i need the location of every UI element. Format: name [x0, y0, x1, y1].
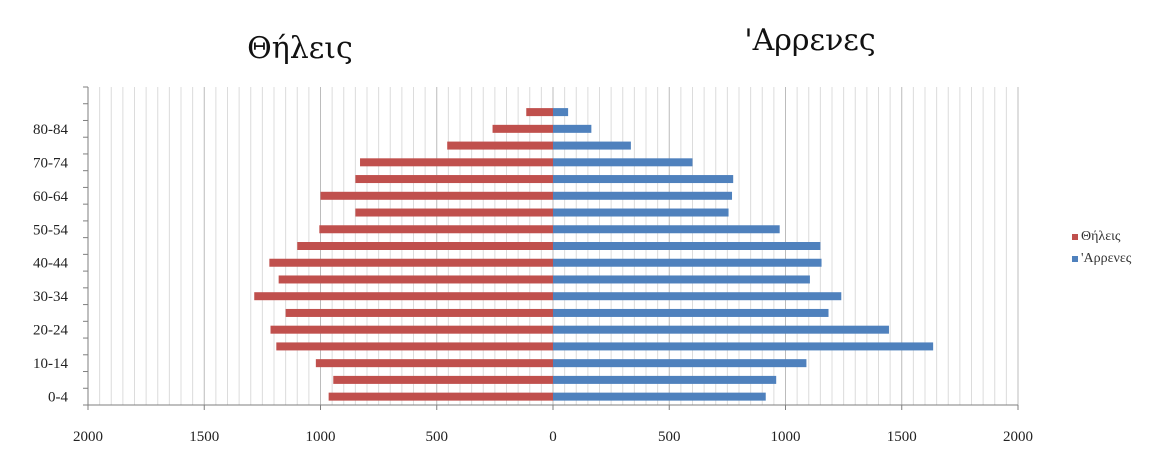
bar-female-55-59	[355, 208, 553, 217]
bar-female-0-4	[328, 392, 553, 401]
y-tick-label: 50-54	[33, 222, 68, 238]
y-tick-label: 30-34	[33, 289, 68, 305]
bar-male-85-89	[553, 108, 569, 117]
bar-female-50-54	[319, 225, 553, 234]
legend-swatch	[1072, 256, 1078, 262]
y-tick-label: 60-64	[33, 189, 68, 205]
bar-female-75-79	[447, 141, 553, 150]
bar-male-35-39	[553, 275, 810, 284]
bar-male-30-34	[553, 292, 842, 301]
x-tick-label: 500	[658, 429, 681, 445]
y-tick-label: 80-84	[33, 122, 68, 138]
heading-male: 'Αρρενες	[744, 23, 875, 58]
bar-male-55-59	[553, 208, 729, 217]
legend: Θήλεις 'Αρρενες	[1072, 229, 1132, 266]
bar-female-20-24	[270, 325, 553, 334]
bar-male-40-44	[553, 258, 822, 267]
y-tick-label: 70-74	[33, 155, 68, 171]
bar-female-85-89	[526, 108, 553, 117]
heading-female: Θήλεις	[247, 31, 353, 66]
legend-swatch	[1072, 234, 1078, 240]
bar-male-25-29	[553, 308, 829, 317]
y-tick-label: 40-44	[33, 256, 68, 272]
x-tick-label: 1500	[189, 429, 219, 445]
bar-female-5-9	[333, 375, 553, 384]
y-tick-label: 10-14	[33, 356, 68, 372]
x-tick-label: 500	[426, 429, 449, 445]
axes: 0-4 10-14 20-24 30-34 40-44 50-54 60-64 70-74 80…	[33, 86, 1033, 445]
bar-male-45-49	[553, 242, 821, 250]
bar-female-10-14	[315, 359, 553, 368]
bar-female-30-34	[254, 292, 554, 301]
bar-male-70-74	[553, 158, 693, 167]
legend-label: Θήλεις	[1081, 229, 1121, 244]
bar-female-25-29	[285, 308, 553, 317]
x-tick-label: 2000	[1003, 429, 1033, 445]
x-tick-label: 2000	[73, 429, 103, 445]
x-tick-label: 1000	[771, 429, 801, 445]
bars	[254, 108, 934, 401]
bar-male-60-64	[553, 191, 733, 200]
x-tick-label: 1000	[306, 429, 336, 445]
bar-male-10-14	[553, 359, 807, 368]
bar-female-70-74	[360, 158, 553, 167]
bar-male-50-54	[553, 225, 780, 234]
bar-female-60-64	[320, 191, 553, 200]
x-tick-label: 1500	[887, 429, 917, 445]
bar-male-0-4	[553, 392, 766, 401]
bar-male-15-19	[553, 342, 934, 351]
bar-male-80-84	[553, 124, 592, 133]
y-tick-label: 0-4	[48, 390, 68, 406]
bar-female-45-49	[297, 242, 553, 250]
bar-female-40-44	[269, 258, 553, 267]
bar-female-15-19	[276, 342, 553, 351]
bar-male-65-69	[553, 175, 734, 184]
bar-female-35-39	[278, 275, 553, 284]
bar-male-5-9	[553, 375, 777, 384]
bar-male-75-79	[553, 141, 631, 150]
grid	[87, 87, 1019, 405]
legend-label: 'Αρρενες	[1081, 251, 1132, 266]
bar-female-80-84	[492, 124, 553, 133]
x-tick-label: 0	[549, 429, 557, 445]
bar-female-65-69	[355, 175, 553, 184]
y-tick-label: 20-24	[33, 323, 68, 339]
bar-male-20-24	[553, 325, 889, 334]
